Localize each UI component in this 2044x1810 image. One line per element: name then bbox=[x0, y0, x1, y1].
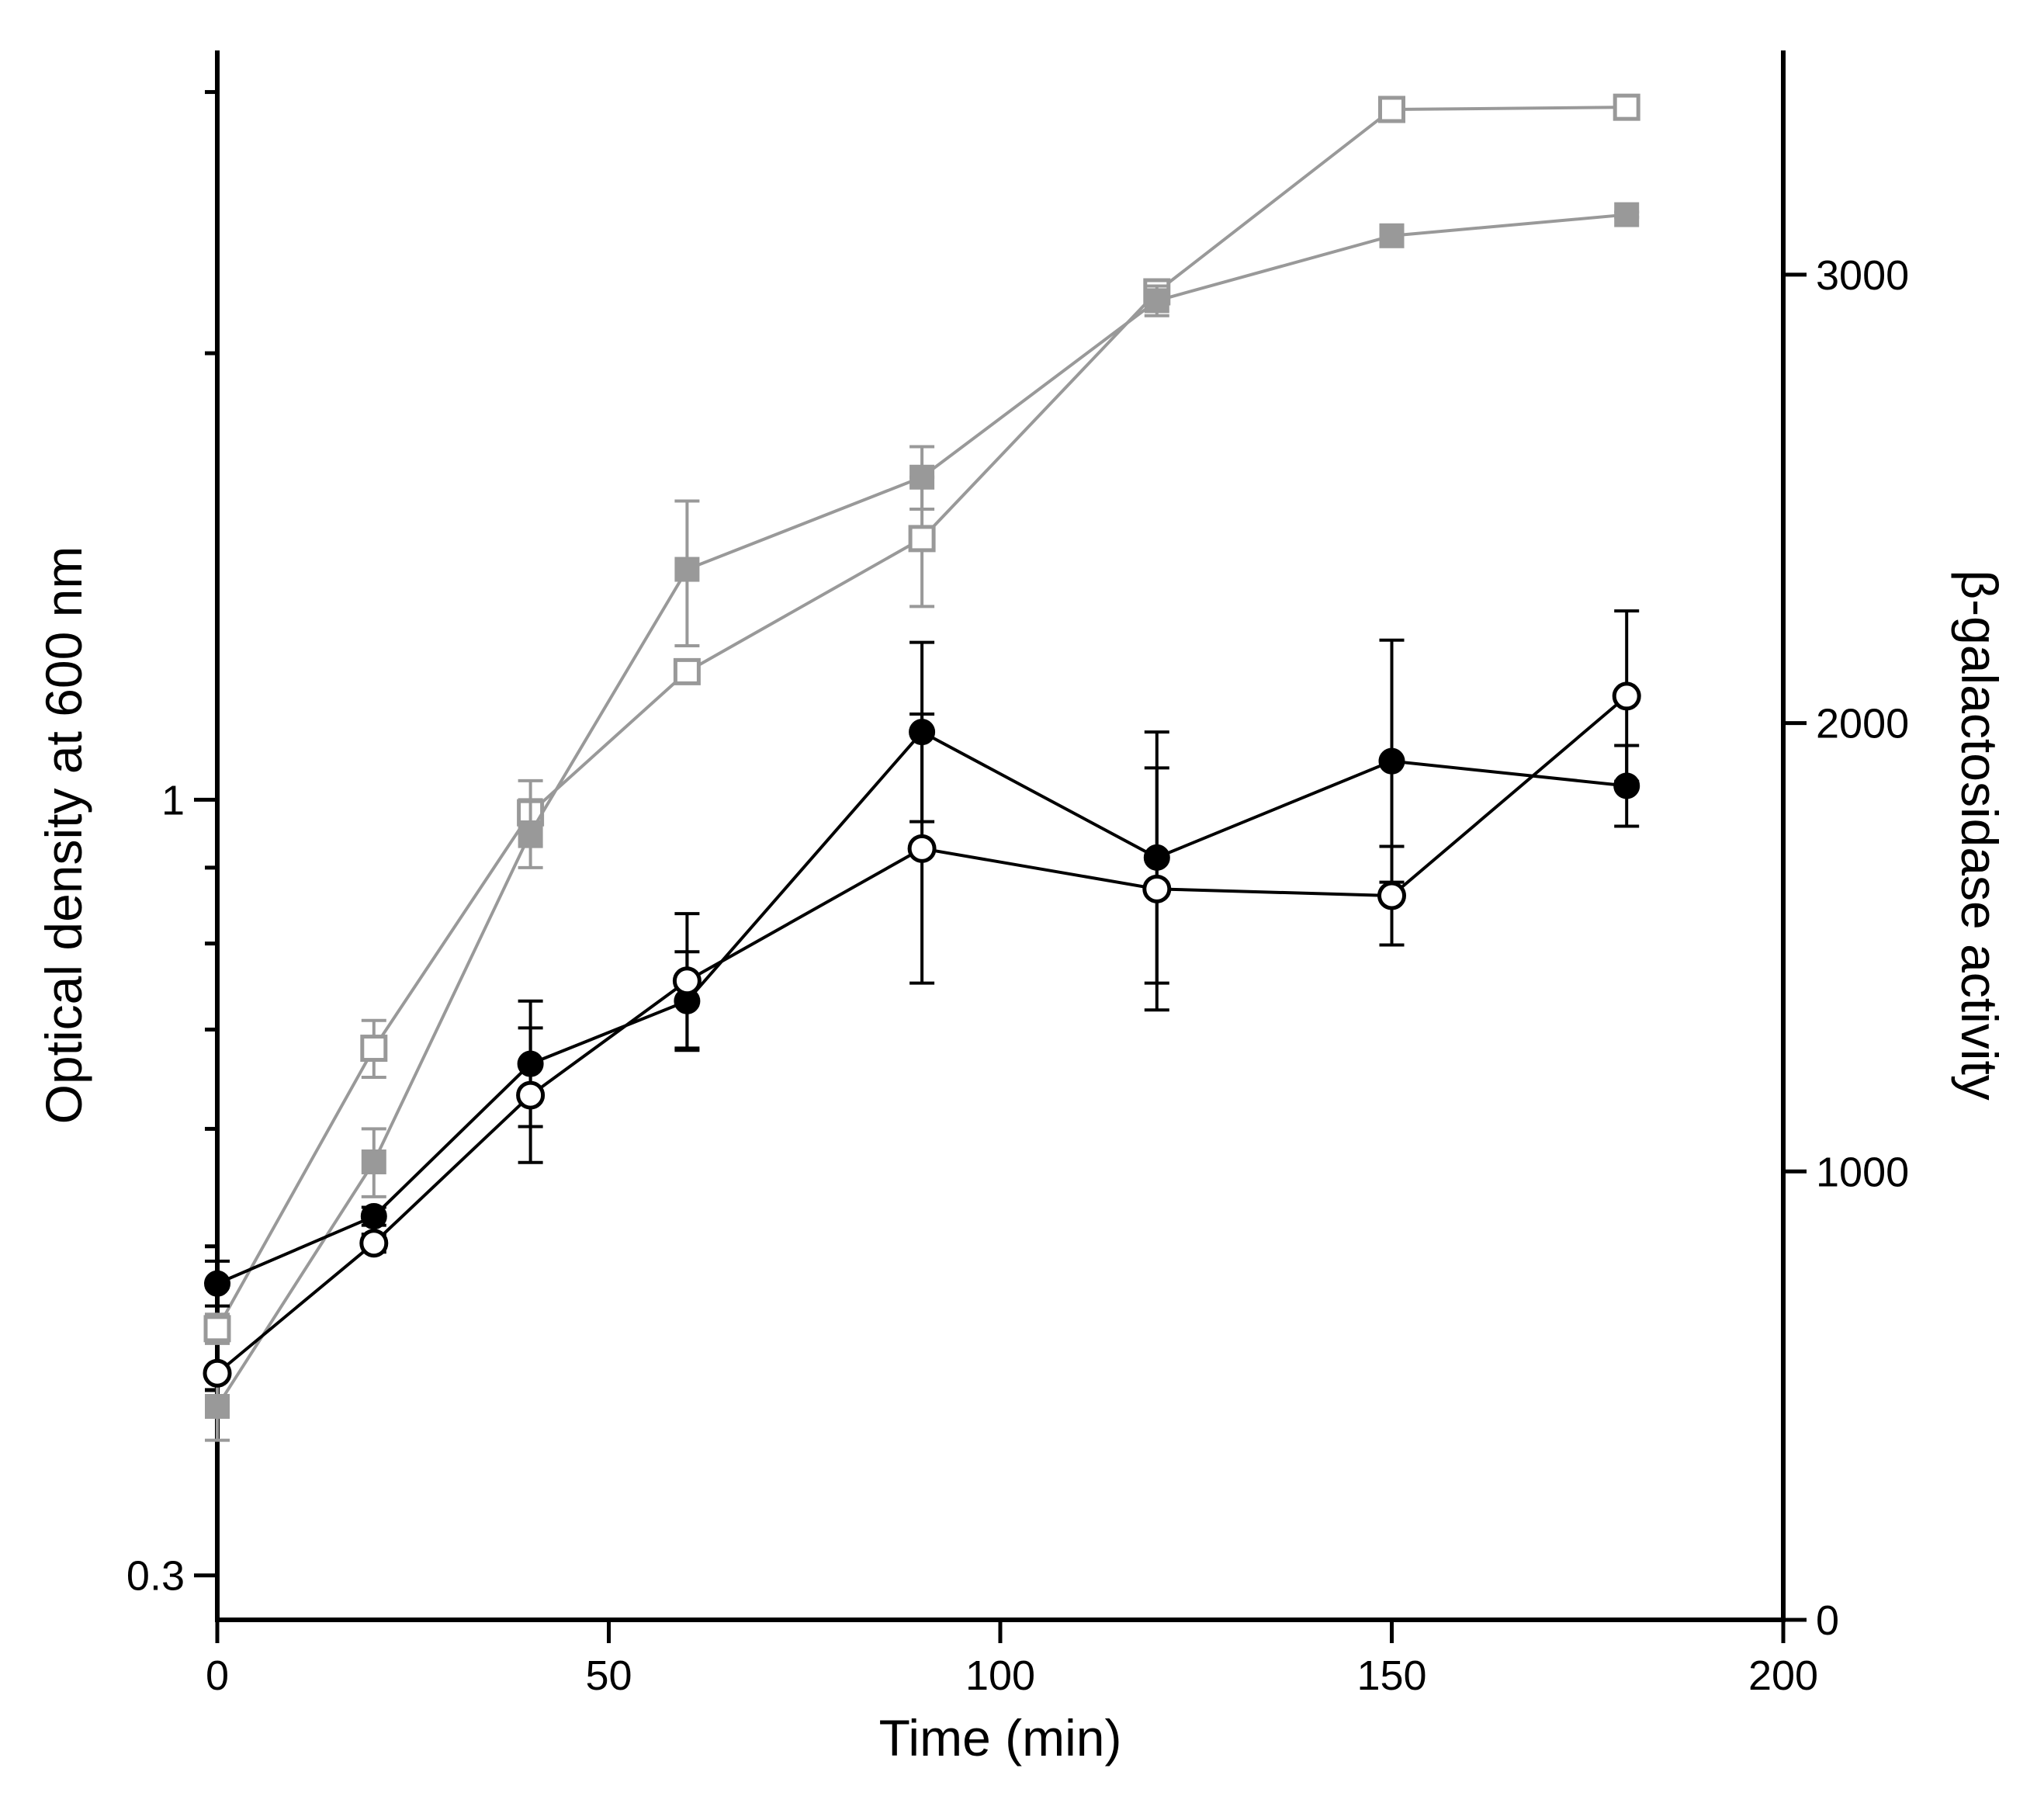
data-point bbox=[1613, 93, 1640, 121]
series-line bbox=[216, 106, 1627, 1330]
ticks-group: 0 50 100 150 200 0.3 1 0 1000 2000 3000 bbox=[126, 90, 1909, 1699]
right-y-tick-label: 3000 bbox=[1816, 252, 1909, 299]
series-layer bbox=[203, 93, 1641, 1442]
data-point bbox=[204, 1270, 230, 1297]
data-point bbox=[205, 1393, 230, 1419]
data-point bbox=[1378, 95, 1405, 123]
data-point bbox=[1612, 681, 1641, 711]
x-tick-label: 150 bbox=[1356, 1652, 1426, 1699]
data-point bbox=[360, 1035, 388, 1063]
data-point bbox=[1379, 223, 1405, 248]
series-line bbox=[217, 730, 1627, 1285]
x-axis-title: Time (min) bbox=[879, 1709, 1122, 1767]
data-point bbox=[360, 1203, 387, 1230]
right-y-axis-title: β-galactosidase activity bbox=[1951, 570, 2008, 1101]
data-point bbox=[203, 1358, 232, 1388]
data-point bbox=[1144, 288, 1169, 314]
data-point bbox=[907, 834, 937, 863]
right-y-tick-label: 1000 bbox=[1816, 1149, 1909, 1195]
data-point bbox=[361, 1149, 386, 1174]
data-point bbox=[909, 464, 935, 490]
x-tick-label: 200 bbox=[1748, 1652, 1818, 1699]
data-point bbox=[908, 525, 936, 553]
data-point bbox=[1378, 747, 1405, 775]
data-point bbox=[673, 657, 701, 685]
data-point bbox=[674, 557, 700, 582]
data-point bbox=[516, 1080, 546, 1110]
left-y-tick-label: 1 bbox=[161, 777, 185, 824]
data-point bbox=[1614, 202, 1640, 227]
axes bbox=[215, 50, 1786, 1622]
x-tick-label: 100 bbox=[965, 1652, 1035, 1699]
data-point bbox=[203, 1315, 231, 1343]
data-point bbox=[518, 820, 543, 846]
left-y-axis-title: Optical density at 600 nm bbox=[35, 546, 92, 1125]
data-point bbox=[1377, 881, 1406, 910]
left-y-tick-label: 0.3 bbox=[126, 1553, 185, 1600]
data-point bbox=[1142, 874, 1172, 903]
series-line bbox=[216, 695, 1628, 1375]
series-line bbox=[216, 213, 1627, 1408]
right-y-tick-label: 0 bbox=[1816, 1597, 1839, 1644]
series-1 bbox=[205, 202, 1640, 1442]
x-tick-label: 50 bbox=[585, 1652, 632, 1699]
right-y-tick-label: 2000 bbox=[1816, 701, 1909, 747]
series-3 bbox=[203, 609, 1641, 1388]
data-point bbox=[359, 1229, 389, 1258]
x-tick-label: 0 bbox=[206, 1652, 229, 1699]
data-point bbox=[672, 966, 702, 996]
